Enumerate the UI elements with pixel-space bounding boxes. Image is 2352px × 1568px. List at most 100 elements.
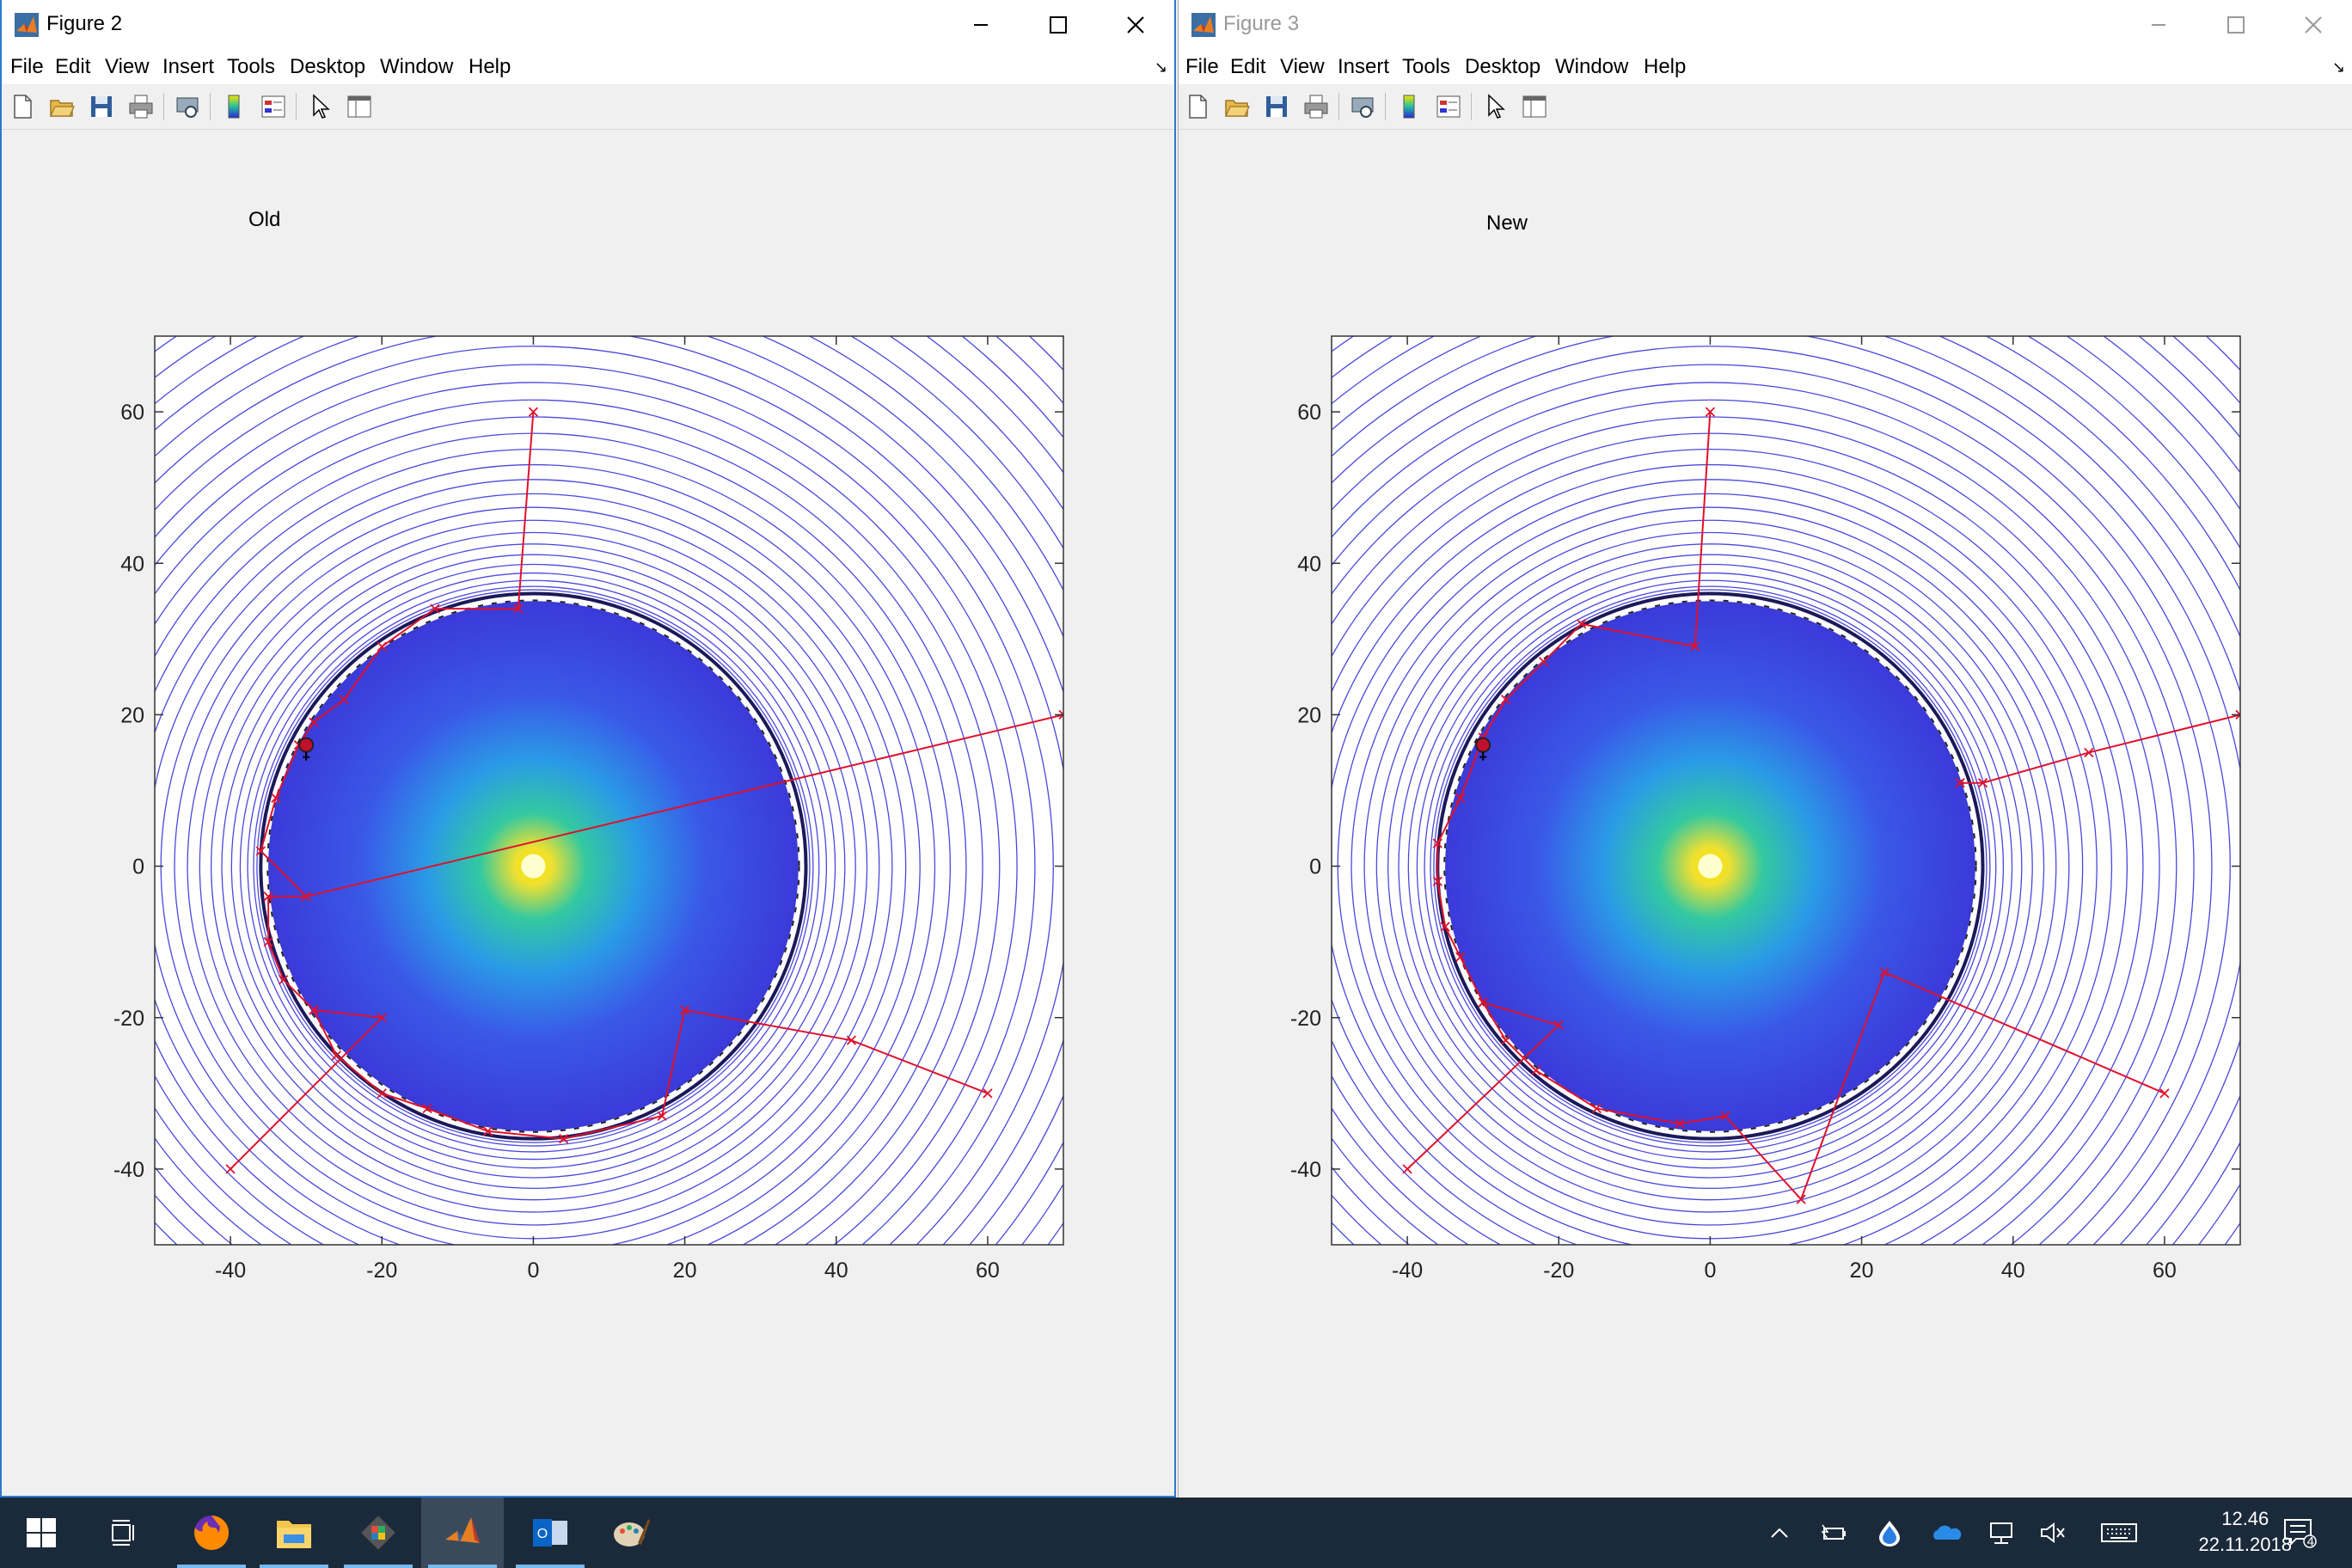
system-clock[interactable]: 12.46 22.11.2018 [2199, 1506, 2292, 1558]
x-tick-label: -20 [1543, 1259, 1574, 1283]
path-point-marker [309, 717, 319, 727]
menu-insert[interactable]: Insert [1338, 55, 1390, 78]
menu-edit[interactable]: Edit [1230, 55, 1266, 78]
volume-button[interactable] [2036, 1498, 2070, 1568]
contour-line [155, 479, 921, 1245]
maximize-icon [1050, 16, 1067, 34]
contour-gap-ticks [1443, 599, 1977, 1133]
dock-arrow-icon[interactable]: ↘ [2331, 58, 2345, 76]
contour-line [1363, 519, 2057, 1213]
touch-keyboard-button[interactable] [2098, 1498, 2141, 1568]
path-point-marker [263, 891, 273, 902]
start-button[interactable] [0, 1498, 83, 1568]
path-point-marker [1977, 778, 1988, 788]
paint-icon [614, 1519, 650, 1547]
show-hidden-icons-button[interactable] [1762, 1498, 1797, 1568]
path-series-2 [313, 1008, 989, 1140]
property-editor-icon[interactable] [1521, 93, 1548, 120]
path-point-marker [1591, 1103, 1602, 1114]
legend-icon[interactable] [1435, 93, 1462, 120]
dropbox-button[interactable] [1872, 1498, 1907, 1568]
title-bar[interactable]: Figure 3 [1179, 0, 2352, 50]
taskbar-firefox[interactable] [170, 1498, 253, 1568]
menu-window[interactable]: Window [1555, 55, 1629, 78]
path-series-2 [1960, 714, 2240, 784]
battery-button[interactable] [1816, 1498, 1850, 1568]
open-file-icon[interactable] [1223, 93, 1251, 120]
pointer-icon[interactable] [1481, 93, 1509, 120]
contour-plot[interactable]: -40 -20 0 20 40 60 60 40 20 0 -20 -40 [2, 0, 1178, 1307]
path-point-marker [482, 1126, 493, 1136]
toolbar-separator [1338, 93, 1339, 120]
pointer-icon[interactable] [306, 93, 334, 120]
property-editor-icon[interactable] [346, 93, 373, 120]
new-figure-icon[interactable] [1184, 93, 1211, 120]
maximize-icon [2227, 16, 2245, 34]
print-preview-icon[interactable] [174, 93, 201, 120]
maximize-button[interactable] [2197, 0, 2275, 50]
minimize-icon [2152, 24, 2165, 26]
menu-view[interactable]: View [1280, 55, 1325, 78]
colorbar-icon[interactable] [1395, 93, 1423, 120]
save-icon[interactable] [1263, 93, 1290, 120]
contour-line [1332, 449, 2128, 1245]
print-icon[interactable] [127, 93, 155, 120]
menu-desktop[interactable]: Desktop [290, 55, 366, 78]
minimize-button[interactable] [2120, 0, 2197, 50]
contour-group [1332, 336, 2240, 1245]
menu-help[interactable]: Help [469, 55, 511, 78]
path-point-marker [271, 793, 281, 803]
menu-edit[interactable]: Edit [55, 55, 91, 78]
y-tick-label: 20 [1297, 703, 1321, 727]
y-tick-label: 60 [120, 401, 144, 425]
contour-line [221, 554, 846, 1179]
contour-plot[interactable]: -40 -20 0 20 40 60 60 40 20 0 -20 -40 [1179, 0, 2352, 1307]
new-figure-icon[interactable] [9, 93, 36, 120]
save-icon[interactable] [88, 93, 115, 120]
clock-date: 22.11.2018 [2198, 1534, 2292, 1555]
taskbar-matlab[interactable] [421, 1498, 504, 1568]
open-file-icon[interactable] [48, 93, 76, 120]
action-center-button[interactable]: 4 [2278, 1498, 2321, 1568]
y-tick-label: 0 [1309, 855, 1321, 879]
onedrive-button[interactable] [1929, 1498, 1963, 1568]
menu-desktop[interactable]: Desktop [1465, 55, 1541, 78]
minimize-button[interactable] [942, 0, 1020, 50]
print-icon[interactable] [1302, 93, 1330, 120]
taskbar-outlook[interactable]: O [509, 1498, 591, 1568]
taskbar-paint[interactable] [590, 1498, 672, 1568]
task-view-button[interactable] [83, 1498, 165, 1568]
taskbar-file-explorer[interactable] [253, 1498, 335, 1568]
start-point-pin [1479, 751, 1487, 761]
title-bar[interactable]: Figure 2 [2, 0, 1174, 50]
path-point-marker [422, 1103, 432, 1114]
legend-icon[interactable] [260, 93, 287, 120]
menu-file[interactable]: File [10, 55, 44, 78]
volume-mute-icon [2041, 1522, 2065, 1543]
menu-view[interactable]: View [105, 55, 150, 78]
figure-2-window[interactable]: Figure 2 File Edit View Insert Tools Des… [0, 0, 1176, 1498]
center-peak [521, 854, 546, 879]
dock-arrow-icon[interactable]: ↘ [1154, 58, 1167, 76]
menu-help[interactable]: Help [1644, 55, 1687, 78]
menu-window[interactable]: Window [380, 55, 454, 78]
y-tick-label: 0 [132, 855, 144, 879]
close-button[interactable] [1097, 0, 1174, 50]
menu-tools[interactable]: Tools [227, 55, 276, 78]
figure-3-window[interactable]: Figure 3 File Edit View Insert Tools Des… [1178, 0, 2352, 1498]
window-title: Figure 2 [46, 12, 123, 35]
contour-line [1387, 543, 2033, 1190]
close-button[interactable] [2275, 0, 2352, 50]
maximize-button[interactable] [1020, 0, 1097, 50]
menu-file[interactable]: File [1185, 55, 1219, 78]
toolbar-separator [1471, 93, 1472, 120]
network-button[interactable] [1984, 1498, 2018, 1568]
path-point-marker [1058, 709, 1063, 720]
taskbar-git[interactable] [337, 1498, 420, 1568]
print-preview-icon[interactable] [1349, 93, 1376, 120]
menu-insert[interactable]: Insert [162, 55, 215, 78]
contour-line [1424, 579, 1997, 1153]
contour-line [155, 364, 1036, 1245]
colorbar-icon[interactable] [220, 93, 248, 120]
menu-tools[interactable]: Tools [1402, 55, 1451, 78]
